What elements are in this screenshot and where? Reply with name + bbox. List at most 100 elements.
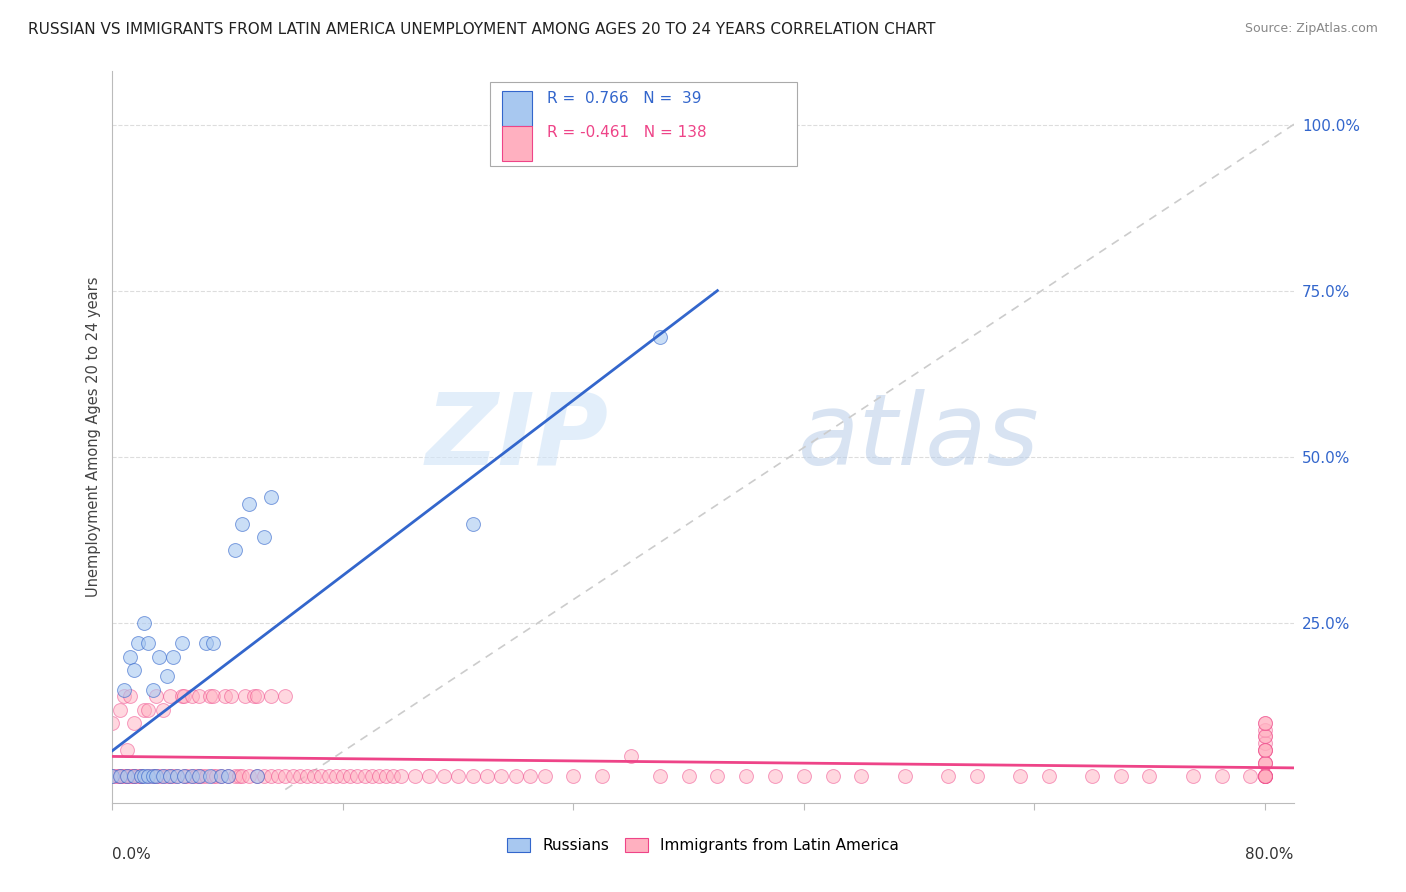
Point — [134, 703, 156, 717]
Point — [187, 769, 209, 783]
Point — [159, 690, 181, 704]
Point — [447, 769, 470, 783]
Point — [217, 769, 239, 783]
Point — [134, 769, 156, 783]
Point — [148, 649, 170, 664]
Point — [404, 769, 426, 783]
Point — [1254, 742, 1277, 756]
Point — [936, 769, 959, 783]
Point — [353, 769, 375, 783]
Point — [260, 490, 283, 504]
Point — [101, 769, 124, 783]
Point — [245, 769, 267, 783]
Point — [156, 769, 179, 783]
Point — [156, 669, 179, 683]
Point — [219, 690, 242, 704]
Point — [205, 769, 228, 783]
Point — [180, 690, 202, 704]
Point — [1109, 769, 1132, 783]
Point — [104, 769, 127, 783]
Point — [170, 636, 193, 650]
Point — [648, 769, 671, 783]
Point — [159, 769, 181, 783]
Point — [129, 769, 152, 783]
Point — [461, 516, 484, 531]
Point — [1211, 769, 1233, 783]
Text: 0.0%: 0.0% — [112, 847, 152, 862]
Point — [134, 616, 156, 631]
Point — [491, 769, 513, 783]
Point — [228, 769, 250, 783]
Point — [180, 769, 202, 783]
Point — [138, 703, 160, 717]
Point — [253, 769, 276, 783]
Point — [1139, 769, 1161, 783]
Point — [173, 769, 195, 783]
Text: R = -0.461   N = 138: R = -0.461 N = 138 — [547, 125, 707, 139]
Point — [170, 690, 193, 704]
Point — [1254, 756, 1277, 770]
Point — [217, 769, 239, 783]
Point — [187, 769, 209, 783]
Point — [735, 769, 758, 783]
Point — [851, 769, 873, 783]
Point — [152, 769, 174, 783]
Point — [821, 769, 844, 783]
Point — [242, 690, 264, 704]
Text: R =  0.766   N =  39: R = 0.766 N = 39 — [547, 91, 702, 106]
Point — [368, 769, 391, 783]
Point — [1008, 769, 1031, 783]
Point — [145, 690, 167, 704]
Point — [360, 769, 382, 783]
Point — [184, 769, 207, 783]
Point — [318, 769, 340, 783]
Point — [118, 769, 141, 783]
Point — [148, 769, 170, 783]
Point — [142, 769, 165, 783]
Point — [152, 703, 174, 717]
Point — [793, 769, 815, 783]
Point — [591, 769, 613, 783]
Point — [145, 769, 167, 783]
Point — [274, 769, 297, 783]
Point — [112, 690, 135, 704]
Point — [260, 769, 283, 783]
Point — [533, 769, 555, 783]
Point — [231, 516, 253, 531]
Point — [966, 769, 988, 783]
Point — [108, 769, 131, 783]
Point — [389, 769, 412, 783]
Point — [118, 649, 141, 664]
Point — [200, 690, 222, 704]
Point — [127, 769, 149, 783]
Text: atlas: atlas — [797, 389, 1039, 485]
Point — [101, 716, 124, 731]
Point — [187, 690, 209, 704]
Point — [1254, 756, 1277, 770]
Point — [562, 769, 585, 783]
Point — [145, 769, 167, 783]
Point — [311, 769, 333, 783]
Point — [115, 769, 138, 783]
Point — [461, 769, 484, 783]
Point — [238, 769, 260, 783]
Point — [274, 690, 297, 704]
Point — [382, 769, 405, 783]
Point — [893, 769, 915, 783]
Point — [152, 769, 174, 783]
Point — [162, 649, 184, 664]
Point — [108, 769, 131, 783]
Point — [1254, 769, 1277, 783]
Point — [1254, 769, 1277, 783]
Point — [138, 769, 160, 783]
Point — [346, 769, 368, 783]
Point — [1254, 716, 1277, 731]
Point — [162, 769, 184, 783]
Point — [195, 636, 218, 650]
Point — [505, 769, 527, 783]
Point — [129, 769, 152, 783]
Point — [1254, 742, 1277, 756]
Point — [209, 769, 232, 783]
FancyBboxPatch shape — [491, 82, 797, 167]
Point — [332, 769, 354, 783]
